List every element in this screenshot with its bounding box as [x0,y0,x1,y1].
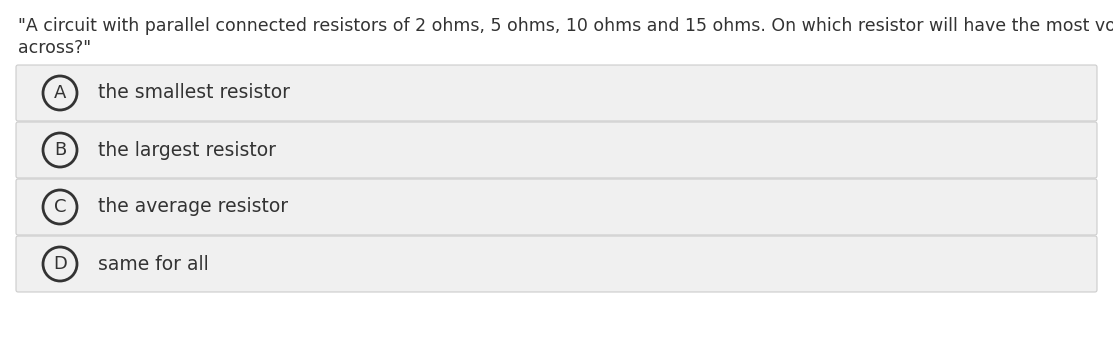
Circle shape [43,76,77,110]
Text: the smallest resistor: the smallest resistor [98,84,290,102]
Text: the average resistor: the average resistor [98,197,288,216]
Text: same for all: same for all [98,254,209,274]
FancyBboxPatch shape [16,179,1097,235]
Text: C: C [53,198,67,216]
Text: the largest resistor: the largest resistor [98,141,276,159]
FancyBboxPatch shape [16,65,1097,121]
Circle shape [43,190,77,224]
Text: D: D [53,255,67,273]
Circle shape [43,247,77,281]
Text: B: B [53,141,66,159]
Text: across?": across?" [18,39,91,57]
Text: A: A [53,84,66,102]
Text: "A circuit with parallel connected resistors of 2 ohms, 5 ohms, 10 ohms and 15 o: "A circuit with parallel connected resis… [18,17,1113,35]
FancyBboxPatch shape [16,236,1097,292]
Circle shape [43,133,77,167]
FancyBboxPatch shape [16,122,1097,178]
